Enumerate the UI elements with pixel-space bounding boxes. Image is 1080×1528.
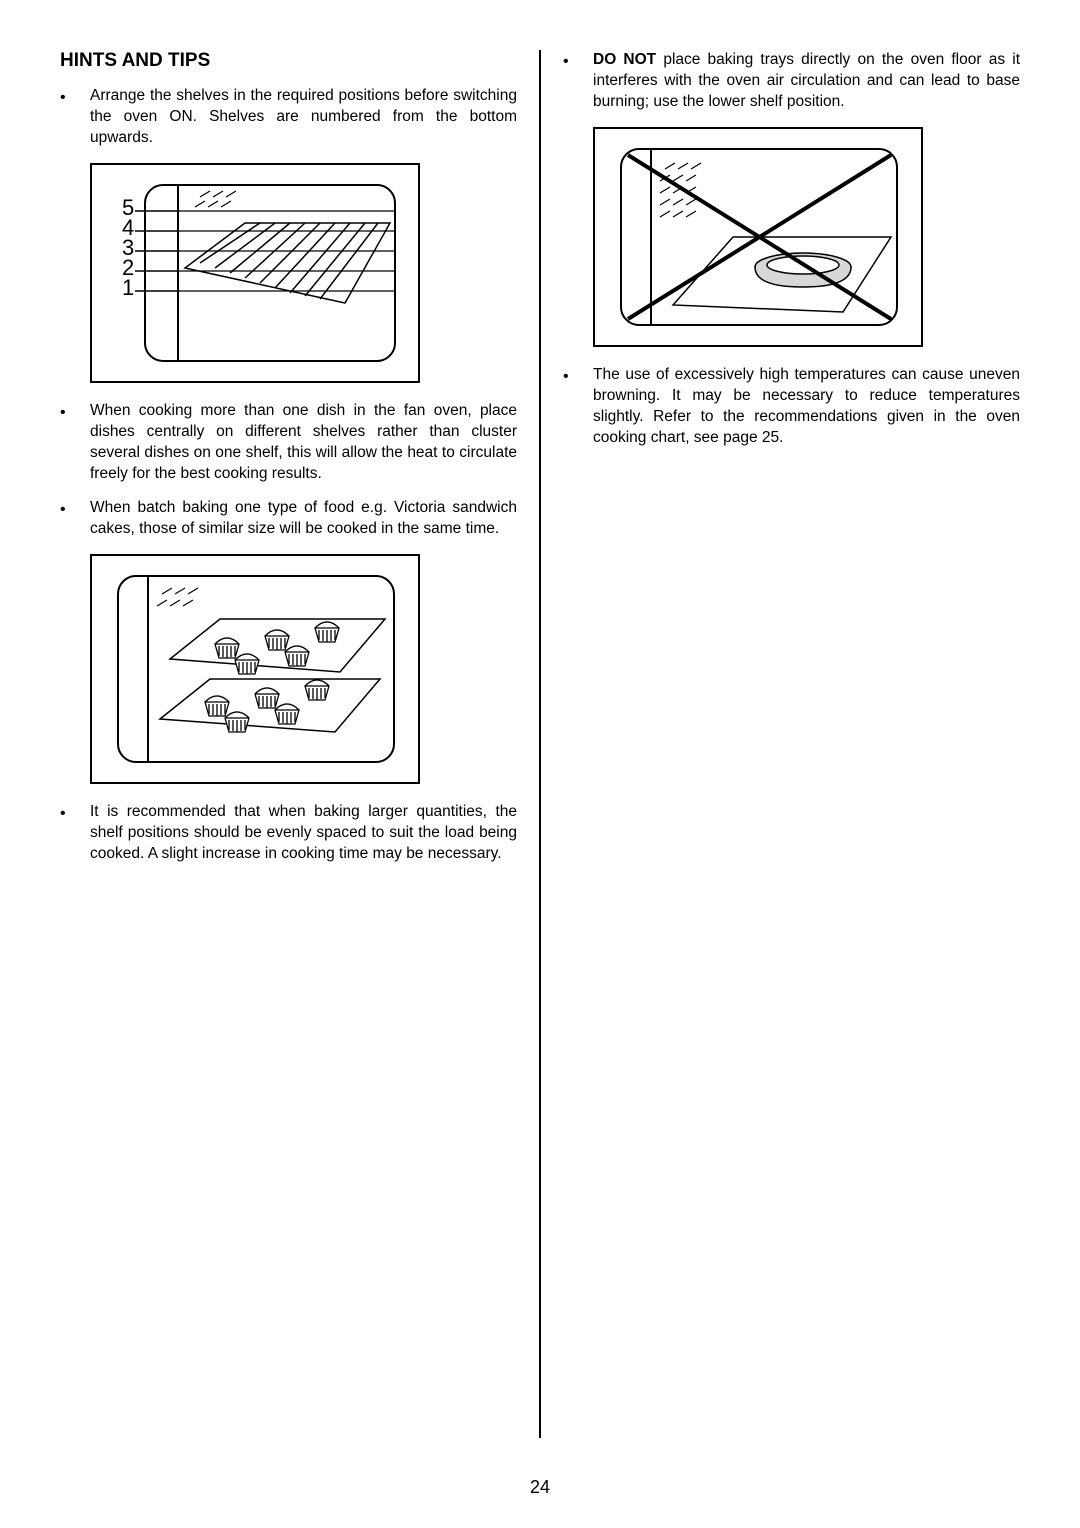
- page: HINTS AND TIPS • Arrange the shelves in …: [0, 0, 1080, 1528]
- bullet-icon: •: [563, 365, 593, 449]
- bullet-item: • DO NOT place baking trays directly on …: [563, 50, 1020, 113]
- bullet-text: It is recommended that when baking large…: [90, 802, 517, 865]
- oven-shelves-diagram: 5 4 3 2: [100, 173, 410, 373]
- bullet-item: • It is recommended that when baking lar…: [60, 802, 517, 865]
- svg-text:1: 1: [122, 275, 134, 300]
- shelf-5: 5: [122, 195, 395, 220]
- vent-slots-icon: [157, 588, 198, 606]
- figure-batch-baking: [90, 554, 420, 784]
- shelf-2: 2: [122, 255, 395, 280]
- bullet-text: Arrange the shelves in the required posi…: [90, 86, 517, 149]
- dish-icon: [755, 253, 851, 287]
- bullet-text: DO NOT place baking trays directly on th…: [593, 50, 1020, 113]
- figure-do-not-floor: [593, 127, 923, 347]
- bullet-text: When cooking more than one dish in the f…: [90, 401, 517, 485]
- right-column: • DO NOT place baking trays directly on …: [541, 50, 1020, 1438]
- columns-container: HINTS AND TIPS • Arrange the shelves in …: [60, 50, 1020, 1438]
- muffins-upper: [215, 622, 339, 674]
- bullet-continuation: place baking trays directly on the oven …: [593, 51, 1020, 110]
- bullet-icon: •: [60, 86, 90, 149]
- do-not-label: DO NOT: [593, 51, 656, 68]
- page-number: 24: [0, 1477, 1080, 1498]
- bullet-icon: •: [60, 401, 90, 485]
- shelf-3: 3: [122, 235, 395, 260]
- hints-heading: HINTS AND TIPS: [60, 50, 517, 72]
- figure-shelf-numbers: 5 4 3 2: [90, 163, 420, 383]
- batch-baking-diagram: [100, 564, 410, 774]
- bullet-icon: •: [563, 50, 593, 113]
- do-not-floor-diagram: [603, 137, 913, 337]
- vent-slots-icon: [195, 191, 236, 207]
- bullet-item: • The use of excessively high temperatur…: [563, 365, 1020, 449]
- bullet-icon: •: [60, 498, 90, 540]
- bullet-text: When batch baking one type of food e.g. …: [90, 498, 517, 540]
- bullet-item: • When cooking more than one dish in the…: [60, 401, 517, 485]
- bullet-text: The use of excessively high temperatures…: [593, 365, 1020, 449]
- left-column: HINTS AND TIPS • Arrange the shelves in …: [60, 50, 539, 1438]
- bullet-item: • Arrange the shelves in the required po…: [60, 86, 517, 149]
- bullet-icon: •: [60, 802, 90, 865]
- bullet-item: • When batch baking one type of food e.g…: [60, 498, 517, 540]
